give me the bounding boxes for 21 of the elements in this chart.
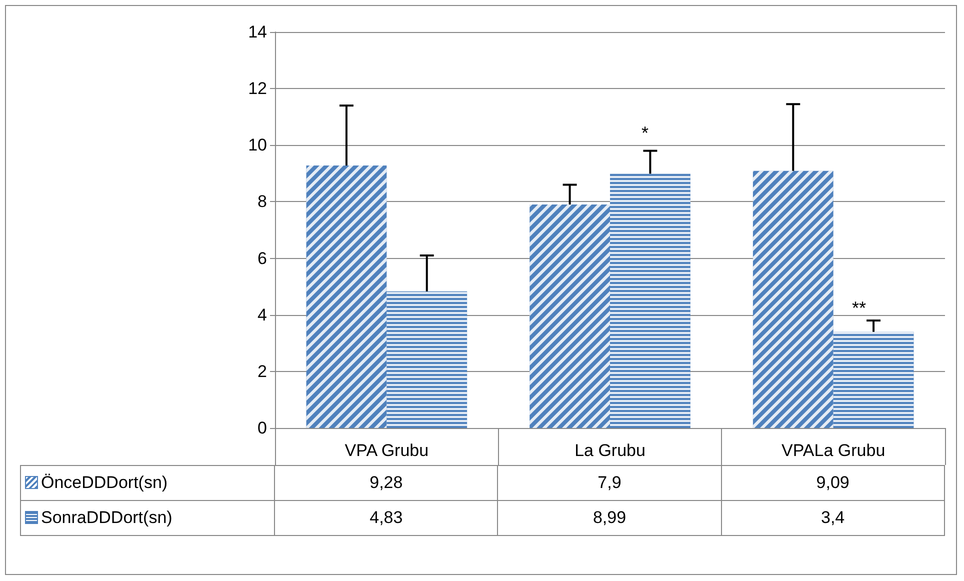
x-tick-label: La Grubu [574, 441, 646, 460]
data-label: 4,83 [274, 500, 498, 536]
data-label: 9,28 [274, 466, 498, 500]
data-label: 9,09 [721, 466, 944, 500]
y-tick-label: 14 [248, 22, 267, 42]
legend-label: ÖnceDDDort(sn) [20, 466, 274, 500]
annotation: ** [852, 298, 866, 318]
y-tick-label: 12 [248, 79, 267, 98]
y-tick-label: 0 [258, 418, 267, 438]
y-tick-label: 8 [258, 192, 267, 212]
y-tick-label: 6 [258, 248, 267, 268]
annotation: * [641, 123, 649, 143]
x-tick-label: VPA Grubu [344, 441, 429, 460]
y-tick-label: 4 [258, 305, 267, 324]
legend-label: SonraDDDort(sn) [20, 500, 274, 536]
y-tick-label: 10 [248, 136, 267, 155]
data-label: 7,9 [498, 466, 722, 500]
y-tick-label: 2 [258, 362, 267, 381]
x-tick-label: VPALa Grubu [782, 441, 886, 460]
data-label: 3,4 [721, 500, 944, 536]
data-label: 8,99 [498, 500, 722, 536]
